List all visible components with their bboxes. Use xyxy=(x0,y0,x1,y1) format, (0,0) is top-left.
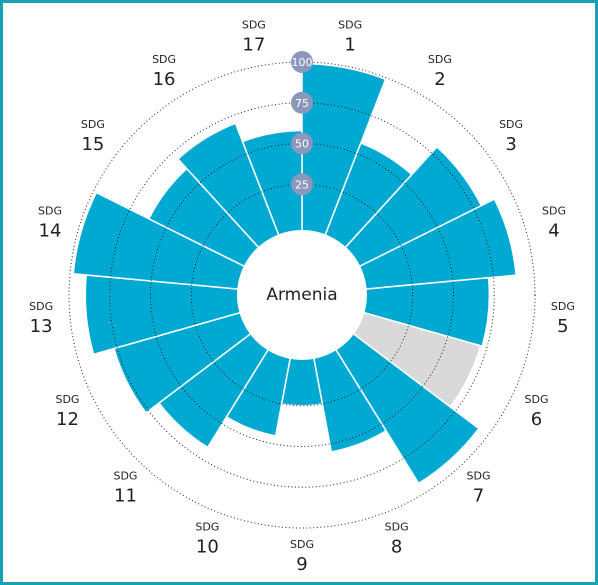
y-tick-label: 75 xyxy=(295,97,309,110)
category-label: 16 xyxy=(153,69,176,90)
tick-badge xyxy=(291,91,313,114)
category-prefix: SDG xyxy=(55,393,79,406)
category-label: 5 xyxy=(557,316,568,337)
category-label: 11 xyxy=(114,486,137,507)
category-prefix: SDG xyxy=(551,300,575,313)
category-prefix: SDG xyxy=(195,520,219,533)
category-label: 4 xyxy=(548,220,559,241)
y-tick-label: 50 xyxy=(295,138,309,151)
grid-ring xyxy=(109,102,495,488)
category-label: 14 xyxy=(39,220,62,241)
category-label: 17 xyxy=(242,34,265,55)
center-circle xyxy=(237,230,367,360)
category-label: 12 xyxy=(56,409,79,430)
category-prefix: SDG xyxy=(29,300,53,313)
category-label: 1 xyxy=(344,34,355,55)
category-prefix: SDG xyxy=(81,118,105,131)
y-tick-label: 25 xyxy=(295,178,309,191)
category-label: 6 xyxy=(531,409,542,430)
category-label: 13 xyxy=(30,316,53,337)
category-prefix: SDG xyxy=(242,18,266,31)
category-prefix: SDG xyxy=(385,520,409,533)
category-label: 7 xyxy=(473,486,484,507)
category-label: 9 xyxy=(296,554,307,575)
tick-badge xyxy=(291,173,313,196)
grid-ring xyxy=(68,61,536,529)
chart-title: Armenia xyxy=(266,285,337,305)
category-prefix: SDG xyxy=(428,53,452,66)
tick-badge xyxy=(291,51,313,73)
category-prefix: SDG xyxy=(467,470,491,483)
category-label: 10 xyxy=(196,536,219,557)
y-tick-label: 100 xyxy=(292,56,313,69)
category-prefix: SDG xyxy=(290,538,314,551)
category-prefix: SDG xyxy=(499,118,523,131)
category-prefix: SDG xyxy=(113,470,137,483)
category-label: 15 xyxy=(81,134,104,155)
category-prefix: SDG xyxy=(338,18,362,31)
grid-ring xyxy=(190,183,414,407)
tick-badge xyxy=(291,132,313,155)
category-prefix: SDG xyxy=(525,393,549,406)
category-prefix: SDG xyxy=(542,204,566,217)
category-prefix: SDG xyxy=(38,204,62,217)
category-label: 8 xyxy=(391,536,402,557)
category-label: 3 xyxy=(505,134,516,155)
category-prefix: SDG xyxy=(152,53,176,66)
grid-ring xyxy=(150,143,454,447)
category-label: 2 xyxy=(434,69,445,90)
